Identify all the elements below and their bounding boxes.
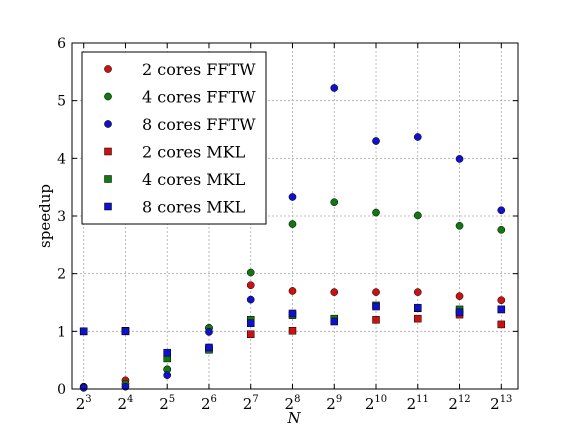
data-point-square — [246, 319, 255, 328]
data-point-circle — [246, 268, 255, 277]
x-tick-label: 24 — [117, 394, 133, 413]
data-point-square — [414, 303, 422, 312]
data-point-circle — [372, 288, 380, 296]
data-point-circle — [246, 281, 255, 290]
x-tick-label: 23 — [76, 394, 92, 413]
data-point-square — [330, 317, 339, 326]
data-point-circle — [413, 211, 422, 220]
data-points — [79, 84, 506, 392]
data-point-square — [497, 305, 506, 314]
data-point-circle — [497, 225, 506, 234]
data-point-circle — [330, 288, 339, 296]
y-tick-label: 3 — [57, 209, 66, 225]
legend: 2 cores FFTW 4 cores FFTW 8 cores FFTW 2 co… — [81, 51, 267, 225]
legend-label: 2 cores MKL — [142, 143, 246, 162]
data-point-circle — [497, 206, 506, 215]
data-point-square — [497, 320, 506, 329]
data-point-circle — [413, 133, 422, 141]
legend-marker-circle — [104, 120, 112, 128]
x-axis-label: N — [286, 409, 301, 427]
x-tick-label: 213 — [490, 394, 512, 413]
data-point-square — [246, 330, 255, 338]
data-point-circle — [288, 287, 297, 295]
data-point-circle — [246, 295, 255, 304]
data-point-circle — [121, 382, 130, 391]
data-point-circle — [288, 220, 297, 228]
y-axis-label: speedup — [36, 184, 54, 248]
data-point-square — [372, 302, 380, 311]
y-tick-label: 0 — [57, 382, 66, 398]
data-point-square — [288, 327, 297, 335]
data-point-circle — [163, 371, 172, 380]
data-point-circle — [79, 383, 88, 392]
x-tick-label: 26 — [201, 394, 217, 413]
data-point-circle — [497, 296, 506, 305]
legend-label: 4 cores FFTW — [142, 88, 256, 107]
x-tick-label: 210 — [365, 394, 387, 413]
x-tick-label: 25 — [159, 394, 175, 413]
data-point-square — [372, 316, 380, 324]
x-tick-label: 27 — [243, 394, 259, 413]
legend-marker-square — [104, 147, 112, 156]
legend-label: 8 cores FFTW — [142, 115, 256, 134]
data-point-square — [455, 308, 464, 317]
legend-label: 8 cores MKL — [142, 198, 246, 217]
data-point-circle — [455, 155, 464, 163]
data-point-square — [121, 327, 130, 336]
data-point-square — [288, 309, 297, 318]
x-tick-label: 29 — [326, 394, 342, 413]
x-tick-label: 28 — [285, 394, 301, 413]
y-tick-label: 5 — [57, 94, 66, 110]
data-point-square — [414, 314, 422, 323]
legend-label: 4 cores MKL — [142, 170, 246, 189]
data-point-circle — [372, 208, 380, 217]
x-tick-label: 211 — [407, 394, 429, 413]
data-point-circle — [205, 328, 213, 336]
legend-marker-square — [104, 202, 112, 211]
data-point-circle — [455, 221, 464, 230]
legend-marker-circle — [104, 65, 112, 73]
legend-marker-square — [104, 175, 112, 183]
plot-frame — [71, 42, 519, 390]
y-tick-label: 6 — [57, 36, 66, 52]
y-tick-label: 4 — [57, 151, 66, 167]
data-point-square — [163, 348, 171, 357]
data-point-circle — [372, 137, 380, 145]
y-tick-label: 2 — [57, 267, 66, 283]
legend-label: 2 cores FFTW — [142, 60, 256, 79]
data-point-circle — [330, 198, 339, 207]
legend-box — [81, 51, 267, 225]
y-tick-label: 1 — [57, 324, 66, 340]
data-point-circle — [330, 84, 339, 92]
data-point-square — [205, 343, 213, 352]
x-tick-label: 212 — [448, 394, 470, 413]
data-point-circle — [455, 292, 464, 301]
legend-marker-circle — [104, 92, 112, 101]
data-point-square — [79, 327, 88, 336]
data-point-circle — [413, 288, 422, 296]
data-point-circle — [288, 193, 297, 201]
